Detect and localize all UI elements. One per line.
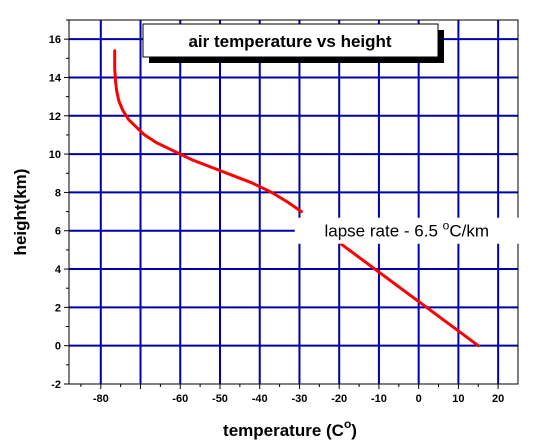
series-layer [113,49,480,348]
x-tick-label: 0 [416,393,422,405]
y-axis-ticks: -2 0 2 4 6 8 10 12 14 16 [49,19,69,391]
series-line-2 [339,242,480,348]
x-tick-label: -40 [252,393,268,405]
series-line-1 [113,49,303,214]
x-tick-label: -50 [212,393,228,405]
annotation-superscript: o [443,219,450,233]
y-tick-label: -2 [51,379,61,391]
x-tick-label: -80 [93,393,109,405]
annotation-background [294,217,519,244]
y-axis-label: height(km) [11,169,30,256]
annotation-lapse-rate: lapse rate - 6.5 oC/km [294,217,519,244]
plot-frame [68,19,519,385]
x-axis-ticks: -80 -60 -50 -40 -30 -20 -10 0 10 20 [80,384,504,405]
y-tick-label: 10 [49,149,61,161]
y-tick-label: 6 [55,226,61,238]
y-tick-label: 8 [55,187,61,199]
y-tick-label: 0 [55,341,61,353]
x-tick-label: 20 [492,393,504,405]
y-tick-label: 14 [49,72,62,84]
annotation-rest: C/km [449,222,489,241]
y-tick-label: 2 [55,302,61,314]
chart-title-box: air temperature vs height [142,23,444,63]
x-axis-label: temperature (Co) [223,417,357,440]
y-tick-label: 4 [55,264,62,276]
svg-text:lapse rate - 6.5 oC/km: lapse rate - 6.5 oC/km [325,219,489,241]
x-tick-label: -10 [371,393,387,405]
x-tick-label: -20 [331,393,347,405]
x-tick-label: -60 [172,393,188,405]
y-tick-label: 16 [49,34,61,46]
annotation-main: lapse rate - 6.5 [325,222,443,241]
chart-title: air temperature vs height [188,32,391,51]
y-tick-label: 12 [49,111,61,123]
grid [69,20,518,384]
x-tick-label: 10 [452,393,464,405]
x-tick-label: -30 [292,393,308,405]
